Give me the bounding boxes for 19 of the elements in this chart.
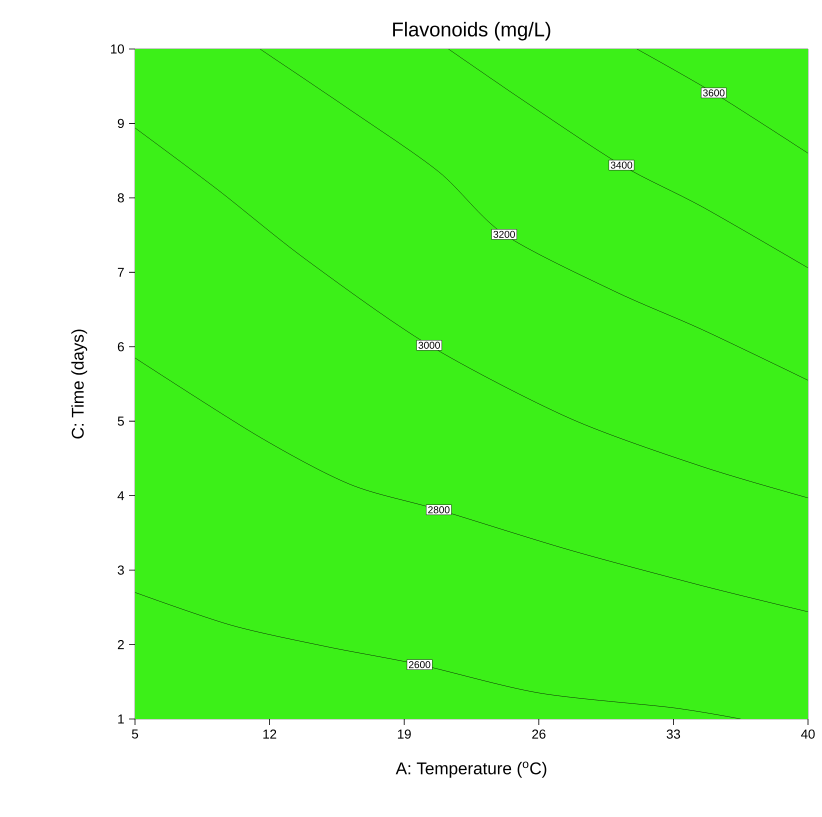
y-tick-label: 4 [118,491,124,500]
y-tick-label: 6 [118,342,124,352]
y-axis-title: C: Time (days) [71,330,88,439]
x-tick-label: 33 [666,730,680,739]
chart-title: Flavonoids (mg/L) [393,22,550,40]
y-tick-label: 5 [118,416,124,426]
x-axis-title: A: Temperature ($^{o}$C) [396,762,546,778]
y-tick-label: 10 [111,44,124,54]
y-tick-label: 8 [118,193,124,202]
x-tick-label: 5 [132,730,138,739]
x-tick-label: 40 [801,730,815,739]
y-tick-label: 3 [118,565,124,575]
x-tick-label: 12 [263,730,276,739]
x-tick-label: 19 [398,730,411,739]
y-tick-label: 7 [118,268,124,277]
y-tick-label: 9 [118,118,124,128]
y-tick-label: 2 [118,640,124,650]
y-tick-label: 1 [118,714,124,724]
x-tick-label: 26 [532,730,546,739]
